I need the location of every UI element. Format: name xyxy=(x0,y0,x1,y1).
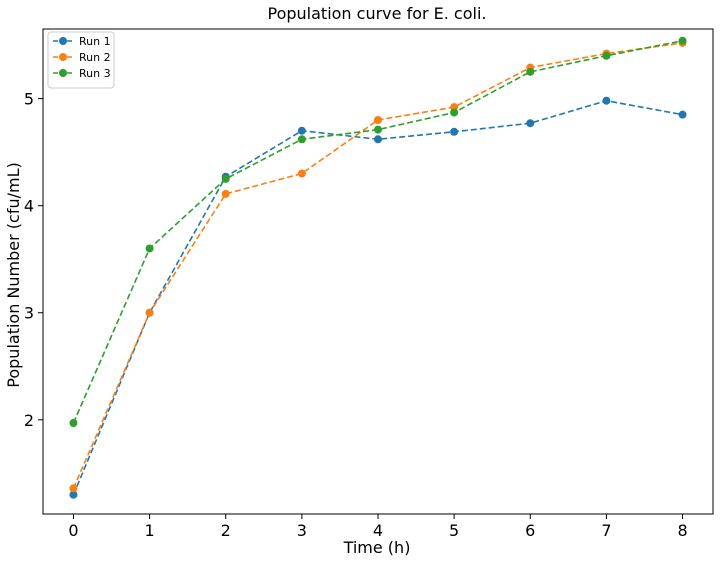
data-point xyxy=(297,135,306,144)
legend: Run 1 Run 2 Run 3 xyxy=(47,31,115,89)
legend-marker xyxy=(59,69,67,77)
data-point xyxy=(374,125,382,134)
x-tick-label: 6 xyxy=(525,521,535,540)
data-point xyxy=(374,116,382,125)
data-point xyxy=(145,244,154,253)
data-point xyxy=(374,135,382,144)
data-point xyxy=(602,51,611,60)
data-point xyxy=(526,119,535,128)
legend-label: Run 1 xyxy=(79,35,111,48)
data-point xyxy=(69,418,78,427)
data-point xyxy=(297,126,306,135)
data-point xyxy=(297,169,306,178)
x-tick-label: 3 xyxy=(297,521,307,540)
x-tick-label: 5 xyxy=(449,521,459,540)
data-point xyxy=(145,308,154,317)
data-point xyxy=(678,36,687,45)
x-axis-ticks: 0 1 2 3 4 5 6 7 8 xyxy=(68,514,688,540)
legend-label: Run 3 xyxy=(79,67,111,80)
series-3 xyxy=(69,36,687,427)
x-tick-label: 0 xyxy=(68,521,78,540)
y-tick-label: 5 xyxy=(24,90,34,109)
data-point xyxy=(678,110,687,119)
legend-marker xyxy=(59,37,67,45)
y-axis-title: Population Number (cfu/mL) xyxy=(4,162,23,387)
data-point xyxy=(69,490,78,499)
data-point xyxy=(450,108,459,117)
x-tick-label: 1 xyxy=(144,521,154,540)
y-tick-label: 3 xyxy=(24,304,34,323)
legend-label: Run 2 xyxy=(79,51,111,64)
legend-marker xyxy=(59,53,67,61)
data-point xyxy=(221,174,230,183)
y-tick-label: 4 xyxy=(24,197,34,216)
data-point xyxy=(450,127,459,136)
x-tick-label: 2 xyxy=(221,521,231,540)
y-axis-ticks: 2 3 4 5 xyxy=(24,90,43,430)
data-point xyxy=(69,484,78,493)
data-point xyxy=(602,96,611,105)
chart-title: Population curve for E. coli. xyxy=(268,4,487,23)
y-tick-label: 2 xyxy=(24,411,34,430)
x-tick-label: 4 xyxy=(373,521,383,540)
series-layer xyxy=(69,36,687,499)
x-tick-label: 8 xyxy=(677,521,687,540)
x-axis-title: Time (h) xyxy=(343,538,411,557)
data-point xyxy=(221,189,230,198)
plot-frame xyxy=(42,28,714,515)
x-tick-label: 7 xyxy=(601,521,611,540)
data-point xyxy=(526,67,535,76)
